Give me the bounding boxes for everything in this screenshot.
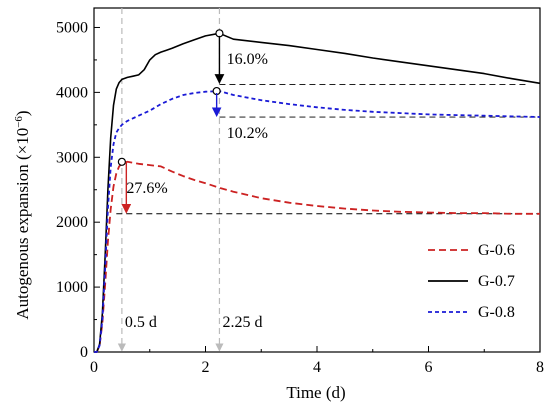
y-axis-label-exponent: −6	[13, 116, 25, 128]
x-tick-label: 4	[313, 359, 321, 376]
annotations: 27.6% 16.0% 10.2%	[126, 51, 268, 197]
peak-markers	[117, 29, 224, 166]
legend-label: G-0.7	[478, 273, 515, 290]
y-tick-label: 1000	[56, 279, 88, 296]
series-lines	[94, 32, 541, 353]
percent-annotation: 16.0%	[227, 51, 268, 68]
y-axis-label-text: Autogenous expansion (×10	[13, 128, 32, 320]
series-line-g-0.6	[94, 160, 540, 353]
y-axis-label-close: )	[13, 110, 32, 116]
percent-annotation: 10.2%	[227, 125, 268, 142]
y-tick-label: 4000	[56, 84, 88, 101]
y-axis-label-group: Autogenous expansion (×10−6)	[13, 110, 32, 319]
y-tick-label: 2000	[56, 214, 88, 231]
x-tick-label: 8	[536, 359, 544, 376]
y-tick-label: 3000	[56, 149, 88, 166]
drop-arrows	[121, 35, 225, 214]
peak-marker	[215, 29, 224, 38]
series-line-g-0.7	[94, 32, 541, 353]
x-axis-label: Time (d)	[286, 383, 345, 402]
x-tick-label: 0	[90, 359, 98, 376]
y-tick-label: 0	[80, 344, 88, 361]
time-marker-label: 2.25 d	[222, 314, 262, 331]
reference-lines: 0.5 d 2.25 d	[116, 8, 540, 352]
legend-label: G-0.8	[478, 304, 515, 321]
time-marker-label: 0.5 d	[125, 314, 157, 331]
y-axis-label: Autogenous expansion (×10−6)	[13, 110, 32, 319]
legend-label: G-0.6	[478, 242, 515, 259]
x-tick-label: 2	[202, 359, 210, 376]
x-tick-label: 6	[425, 359, 433, 376]
percent-annotation: 27.6%	[126, 180, 167, 197]
peak-marker	[117, 157, 126, 166]
legend: G-0.6 G-0.7 G-0.8	[428, 242, 515, 321]
y-tick-label: 5000	[56, 19, 88, 36]
series-line-g-0.8	[94, 90, 541, 353]
